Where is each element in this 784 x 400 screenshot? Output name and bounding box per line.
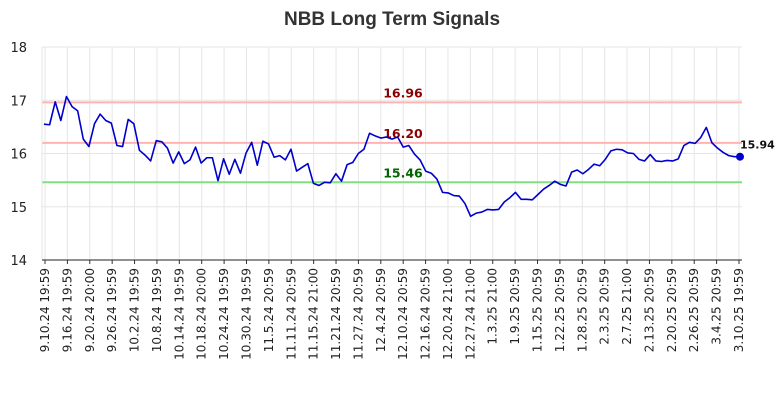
x-tick-label: 3.4.25 20:59 (710, 268, 724, 345)
x-tick-label: 2.3.25 20:59 (598, 268, 612, 345)
y-tick-label: 16 (10, 148, 27, 163)
x-tick-label: 10.2.24 19:59 (128, 268, 142, 352)
reference-lines: 16.96 16.20 15.46 (42, 85, 742, 184)
x-tick-label: 9.16.24 19:59 (60, 268, 74, 352)
x-tick-label: 12.16.24 20:59 (419, 268, 433, 360)
x-tick-label: 1.9.25 20:59 (508, 268, 522, 345)
x-tick-label: 2.20.25 20:59 (665, 268, 679, 352)
x-tick-label: 12.10.24 20:59 (396, 268, 410, 360)
x-tick-label: 1.3.25 21:00 (486, 268, 500, 345)
y-tick-label: 15 (10, 201, 27, 216)
y-tick-label: 18 (10, 41, 27, 56)
x-tick-label: 12.20.24 21:00 (441, 268, 455, 360)
x-tick-label: 10.30.24 19:59 (239, 268, 253, 360)
x-tick-label: 10.14.24 19:59 (172, 268, 186, 360)
x-tick-label: 9.26.24 19:59 (105, 268, 119, 352)
x-tick-label: 11.21.24 20:59 (329, 268, 343, 360)
x-tick-label: 10.24.24 19:59 (217, 268, 231, 360)
x-tick-label: 9.10.24 19:59 (38, 268, 52, 352)
x-tick-label: 12.4.24 20:59 (374, 268, 388, 352)
x-tick-label: 9.20.24 20:00 (83, 268, 97, 352)
x-tick-label: 10.18.24 20:00 (195, 268, 209, 360)
grid (42, 46, 742, 261)
chart-title: NBB Long Term Signals (284, 9, 500, 30)
x-tick-label: 1.22.25 20:59 (553, 268, 567, 352)
x-tick-label: 2.13.25 20:59 (642, 268, 656, 352)
x-axis-ticks: 9.10.24 19:59 9.16.24 19:59 9.20.24 20:00 9… (38, 268, 746, 360)
x-tick-label: 3.10.25 19:59 (732, 268, 746, 352)
last-value-label: 15.94 (740, 139, 775, 152)
x-tick-label: 2.7.25 21:00 (620, 268, 634, 345)
last-point-marker (736, 152, 744, 161)
x-tick-label: 2.26.25 20:59 (687, 268, 701, 352)
axes (41, 47, 742, 264)
x-tick-label: 11.15.24 21:00 (307, 268, 321, 360)
x-tick-label: 11.5.24 20:59 (262, 268, 276, 352)
reference-line-label: 15.46 (383, 165, 423, 180)
reference-line-label: 16.20 (383, 126, 423, 141)
x-tick-label: 12.27.24 21:00 (463, 268, 477, 360)
y-tick-label: 17 (10, 94, 27, 109)
x-tick-label: 10.8.24 19:59 (150, 268, 164, 352)
y-tick-label: 14 (10, 254, 27, 269)
reference-line-label: 16.96 (383, 85, 423, 100)
x-tick-label: 1.28.25 20:59 (575, 268, 589, 352)
series-line (43, 95, 740, 218)
y-axis-ticks: 14 15 16 17 18 (10, 41, 27, 269)
x-tick-label: 11.11.24 20:59 (284, 268, 298, 360)
x-tick-label: 1.15.25 20:59 (531, 268, 545, 352)
series-layer: 15.94 (43, 95, 775, 218)
x-tick-label: 11.27.24 20:59 (351, 268, 365, 360)
